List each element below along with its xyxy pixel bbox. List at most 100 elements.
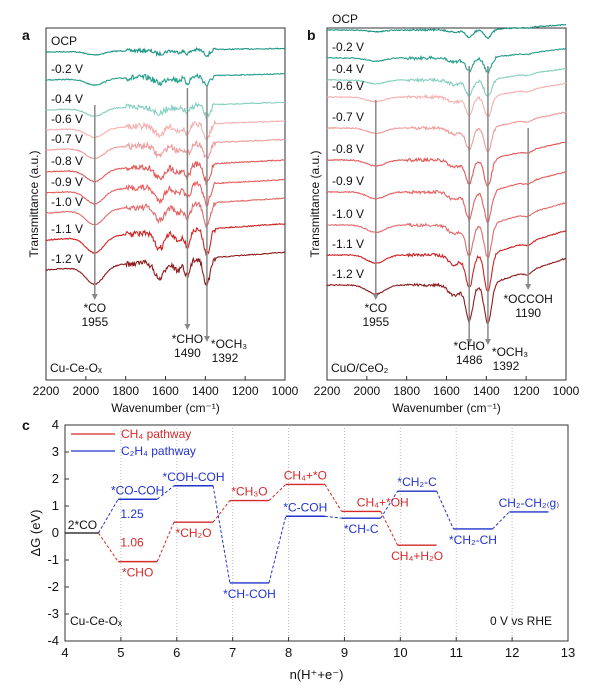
energy-level-label: *C-COH [283,500,327,514]
y-tick-label: 2 [52,471,59,486]
x-tick-label: 12 [505,645,519,660]
spectrum-trace [326,202,567,260]
trace-potential-label: -1.0 V [51,195,83,209]
peak-species-label: *CO [83,301,106,315]
x-tick-label: 1600 [152,384,179,398]
x-tick-label: 6 [173,645,180,660]
y-axis-label: ΔG (eV) [28,510,43,557]
spectrum-trace [326,82,567,118]
y-axis-label: Transmittance (a.u.) [27,151,41,258]
spectrum-trace [326,141,567,187]
peak-wavenumber-label: 1486 [456,353,483,367]
peak-wavenumber-label: 1392 [212,351,239,365]
x-tick-label: 2000 [72,384,99,398]
arrow-head-icon [525,284,532,290]
trace-potential-label: OCP [51,34,77,48]
spectrum-trace [326,111,567,153]
x-tick-label: 5 [117,645,124,660]
trace-potential-label: -1.1 V [332,237,364,251]
barrier-value-label: 1.06 [120,535,144,549]
y-tick-label: -1 [47,552,59,567]
arrow-head-icon [91,294,98,300]
trace-potential-label: -0.8 V [51,154,83,168]
peak-wavenumber-label: 1190 [515,306,541,320]
trace-potential-label: -0.6 V [51,112,83,126]
trace-potential-label: -0.7 V [332,110,364,124]
y-axis-label: Transmittance (a.u.) [308,151,322,258]
spectrum-trace [45,138,286,160]
trace-potential-label: -0.2 V [51,62,83,76]
x-axis-label: n(H⁺+e⁻) [290,667,344,682]
x-tick-label: 2200 [33,384,60,398]
transition-connector [268,516,287,584]
spectrum-trace [45,46,286,58]
energy-level-label: *CH-C [344,522,379,536]
trace-potential-label: -0.8 V [332,142,364,156]
panel-label-a: a [22,27,30,43]
x-tick-label: 8 [285,645,292,660]
x-tick-label: 9 [341,645,348,660]
energy-level-label: *CH-COH [223,587,276,601]
y-tick-label: 4 [52,417,59,432]
trace-potential-label: -1.2 V [332,267,364,281]
spectrum-trace [45,101,286,119]
energy-level-label: CH₂-CH₂₍g₎ [499,496,560,510]
arrow-head-icon [372,294,379,300]
x-axis-label: Wavenumber (cm⁻¹) [392,401,501,415]
spectrum-trace [327,229,567,292]
y-tick-label: 3 [52,444,59,459]
x-tick-label: 1000 [272,384,299,398]
spectrum-trace [45,159,285,186]
spectrum-trace [46,119,285,141]
transition-connector [156,485,175,500]
energy-level-label: *CO-COH [111,483,164,497]
transition-connector [212,500,231,523]
energy-level-label: *CH₂-C [397,475,437,489]
spectrum-trace [326,23,567,39]
trace-potential-label: OCP [332,12,358,26]
x-tick-label: 10 [393,645,407,660]
trace-potential-label: -0.4 V [51,92,83,106]
transition-connector [324,515,342,519]
x-tick-label: 1400 [192,384,219,398]
trace-potential-label: -0.9 V [332,174,364,188]
sample-label: Cu-Ce-Oₓ [50,361,102,375]
y-tick-label: 0 [52,525,59,540]
x-tick-label: 1000 [553,384,580,398]
peak-species-label: *OCH₃ [211,337,247,351]
peak-species-label: *CHO [172,332,203,346]
spectrum-trace [45,72,286,87]
x-tick-label: 13 [561,645,575,660]
legend-label: C₂H₄ pathway [121,444,196,458]
sample-label: CuO/CeO₂ [331,361,389,375]
peak-wavenumber-label: 1955 [362,315,389,329]
transition-connector [156,522,175,562]
energy-level-label: *CH₃O [231,485,267,499]
spectrum-trace [45,223,286,256]
x-tick-label: 1600 [433,384,460,398]
x-axis-label: Wavenumber (cm⁻¹) [111,401,220,415]
sample-label: Cu-Ce-Oₓ [70,614,122,628]
y-tick-label: -4 [47,633,59,648]
energy-level-label: 2*CO [68,518,97,532]
y-tick-label: 1 [52,498,59,513]
x-tick-label: 4 [61,645,68,660]
transition-connector [380,511,398,546]
peak-species-label: *CHO [454,339,485,353]
panel-b-plot: 2200 2000 1800 1600 1400 1200 1000 Wavenumber (… [308,12,580,415]
arrow-head-icon [184,324,191,330]
trace-potential-label: -0.7 V [51,132,83,146]
x-tick-label: 1800 [112,384,139,398]
energy-level-label: *CH₂-CH [449,533,497,547]
arrow-head-icon [484,339,491,345]
peak-species-label: *CO [364,301,387,315]
energy-level-label: *COH-COH [163,470,225,484]
trace-potential-label: -0.2 V [332,40,364,54]
peak-wavenumber-label: 1955 [81,315,108,329]
x-tick-label: 7 [229,645,236,660]
y-tick-label: -2 [47,579,59,594]
transition-connector [436,490,454,530]
peak-species-label: *OCCOH [503,292,552,306]
